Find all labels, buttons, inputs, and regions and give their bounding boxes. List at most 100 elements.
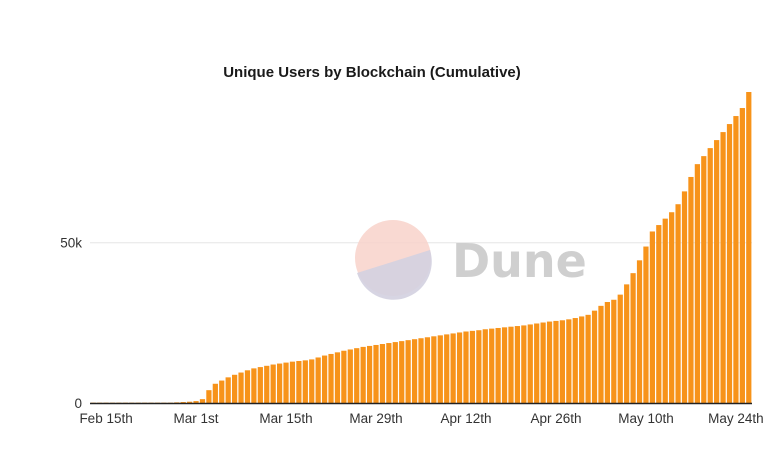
bar — [315, 357, 321, 403]
x-tick-label: May 24th — [708, 411, 764, 426]
bar — [296, 361, 302, 403]
bar — [701, 156, 707, 403]
y-tick-label: 0 — [74, 396, 82, 411]
dune-logo-lower-half — [357, 250, 432, 300]
bar — [341, 350, 347, 403]
bar — [225, 377, 231, 403]
x-tick-label: Mar 29th — [349, 411, 402, 426]
bar — [180, 402, 186, 403]
bar — [276, 363, 283, 403]
bar — [347, 349, 353, 403]
bar — [739, 108, 745, 403]
y-tick-label: 50k — [60, 236, 82, 251]
bar — [559, 320, 566, 403]
bar — [675, 204, 681, 403]
bar — [206, 390, 212, 403]
bar — [508, 326, 514, 403]
bar — [199, 399, 206, 403]
bar — [386, 343, 392, 403]
bar — [636, 260, 643, 403]
bar — [456, 332, 463, 403]
bar — [501, 327, 508, 403]
bar — [546, 321, 553, 403]
bar — [444, 334, 450, 403]
bar — [521, 325, 527, 403]
bar — [244, 370, 251, 403]
bar — [232, 374, 238, 403]
bar — [283, 362, 289, 403]
dune-watermark: Dune — [355, 220, 587, 300]
bar — [669, 212, 675, 403]
bar — [193, 401, 199, 403]
bar — [733, 116, 739, 404]
bar — [527, 324, 533, 403]
bar — [405, 340, 411, 403]
chart-title: Unique Users by Blockchain (Cumulative) — [223, 64, 521, 81]
bar — [174, 402, 180, 403]
x-tick-label: Feb 15th — [79, 411, 132, 426]
bar — [482, 329, 488, 403]
bar — [399, 341, 405, 403]
x-tick-label: Mar 1st — [173, 411, 218, 426]
bar — [694, 164, 700, 403]
bar — [424, 337, 431, 403]
bar — [604, 302, 610, 403]
bar — [649, 231, 655, 403]
bar — [270, 364, 276, 403]
bar — [617, 294, 623, 403]
bar — [495, 327, 501, 403]
bar — [187, 401, 193, 403]
x-tick-label: May 10th — [618, 411, 674, 426]
bar — [566, 319, 572, 403]
bar — [624, 284, 630, 403]
bar — [373, 344, 379, 403]
bar — [219, 380, 225, 403]
tick-labels: 0 50k Feb 15th Mar 1st Mar 15th Mar 29th Apr 1… — [60, 236, 763, 426]
bar — [746, 92, 752, 403]
bar — [302, 360, 308, 403]
bar — [328, 353, 334, 403]
bar — [309, 359, 315, 403]
bar — [321, 355, 328, 403]
bar — [534, 323, 540, 403]
bar — [476, 330, 482, 403]
bar — [540, 322, 546, 403]
x-tick-label: Apr 12th — [440, 411, 491, 426]
bar — [579, 316, 585, 403]
bar — [264, 365, 270, 403]
bar — [662, 218, 668, 403]
bar — [591, 310, 598, 403]
bar — [514, 326, 521, 403]
bar — [431, 336, 437, 403]
bar — [656, 225, 662, 403]
bar — [392, 342, 398, 403]
bar — [289, 361, 296, 403]
bar — [630, 273, 636, 403]
x-tick-label: Mar 15th — [259, 411, 312, 426]
bar — [411, 339, 418, 403]
bar — [726, 124, 733, 403]
bar — [379, 344, 386, 403]
bar — [611, 299, 617, 403]
bar — [251, 368, 257, 403]
bar — [418, 338, 424, 403]
bar — [469, 330, 476, 403]
bar — [257, 367, 263, 403]
bar — [354, 348, 360, 403]
bar — [334, 352, 341, 403]
bars — [90, 92, 752, 404]
bar — [572, 318, 578, 403]
bar — [681, 191, 688, 403]
bar — [714, 140, 720, 403]
bar — [707, 148, 713, 403]
bar — [450, 333, 456, 403]
bar — [553, 320, 559, 403]
bar — [598, 305, 604, 403]
bar — [463, 331, 469, 403]
bar — [585, 314, 591, 403]
dune-watermark-text: Dune — [452, 234, 587, 288]
bar — [489, 328, 495, 403]
bar — [688, 176, 694, 403]
bar — [437, 335, 443, 403]
